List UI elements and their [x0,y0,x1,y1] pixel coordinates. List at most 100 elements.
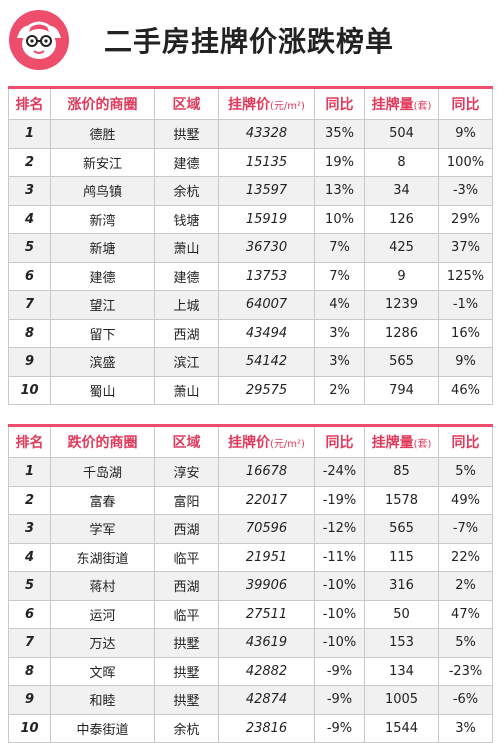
listing-volume-cell: 1578 [364,485,439,515]
listing-price-cell: 36730 [218,233,315,263]
listing-price-cell: 15919 [218,204,315,234]
table-row: 2 富春 富阳 22017 -19% 1578 49% [8,485,493,515]
rank-cell: 10 [8,375,51,405]
rank-cell: 5 [8,233,51,263]
area-name-cell: 富春 [50,485,155,515]
district-cell: 拱墅 [154,119,219,149]
listing-price-cell: 43494 [218,318,315,348]
header-volume: 挂牌量(套) [364,86,439,120]
district-cell: 萧山 [154,233,219,263]
listing-volume-cell: 50 [364,599,439,629]
volume-yoy-cell: 125% [438,261,493,291]
listing-price-cell: 43328 [218,119,315,149]
price-yoy-cell: 10% [314,204,365,234]
price-fall-table: 排名 跌价的商圈 区域 挂牌价(元/m²) 同比 挂牌量(套) 同比 1 千岛湖淳… [8,424,493,743]
volume-yoy-cell: 46% [438,375,493,405]
header-name: 跌价的商圈 [50,424,155,458]
district-cell: 临平 [154,599,219,629]
rank-cell: 2 [8,485,51,515]
table-row: 8 文晖 拱墅 42882 -9% 134 -23% [8,656,493,686]
area-name-cell: 新安江 [50,147,155,177]
price-yoy-cell: -9% [314,685,365,715]
header-yoy-price: 同比 [314,424,365,458]
header-rank: 排名 [8,86,51,120]
header-price-label: 挂牌价 [228,435,271,451]
table-row: 5 新塘 萧山 36730 7% 425 37% [8,233,493,263]
listing-price-cell: 54142 [218,347,315,377]
table-row: 6 运河 临平 27511 -10% 50 47% [8,599,493,629]
district-cell: 拱墅 [154,656,219,686]
volume-yoy-cell: 5% [438,628,493,658]
rank-cell: 6 [8,261,51,291]
volume-yoy-cell: 9% [438,347,493,377]
area-name-cell: 和睦 [50,685,155,715]
listing-price-cell: 13753 [218,261,315,291]
listing-volume-cell: 565 [364,514,439,544]
area-name-cell: 中泰街道 [50,713,155,743]
header-price: 挂牌价(元/m²) [218,424,315,458]
area-name-cell: 望江 [50,290,155,320]
volume-yoy-cell: 37% [438,233,493,263]
rank-cell: 3 [8,514,51,544]
table-header-row: 排名 跌价的商圈 区域 挂牌价(元/m²) 同比 挂牌量(套) 同比 [8,424,493,458]
district-cell: 西湖 [154,571,219,601]
table-row: 4 新湾 钱塘 15919 10% 126 29% [8,204,493,234]
header-volume-label: 挂牌量 [371,435,414,451]
table-row: 7 望江 上城 64007 4% 1239 -1% [8,290,493,320]
header-rank: 排名 [8,424,51,458]
volume-yoy-cell: 49% [438,485,493,515]
volume-yoy-cell: 3% [438,713,493,743]
district-cell: 西湖 [154,514,219,544]
area-name-cell: 学军 [50,514,155,544]
listing-volume-cell: 115 [364,542,439,572]
header-price: 挂牌价(元/m²) [218,86,315,120]
price-yoy-cell: 35% [314,119,365,149]
price-yoy-cell: 2% [314,375,365,405]
rank-cell: 6 [8,599,51,629]
listing-volume-cell: 126 [364,204,439,234]
header-volume: 挂牌量(套) [364,424,439,458]
district-cell: 建德 [154,147,219,177]
volume-yoy-cell: 2% [438,571,493,601]
volume-yoy-cell: -6% [438,685,493,715]
district-cell: 建德 [154,261,219,291]
area-name-cell: 千岛湖 [50,457,155,487]
volume-yoy-cell: 22% [438,542,493,572]
area-name-cell: 蒋村 [50,571,155,601]
header-volume-label: 挂牌量 [371,97,414,113]
price-yoy-cell: -10% [314,571,365,601]
price-yoy-cell: 3% [314,318,365,348]
listing-volume-cell: 85 [364,457,439,487]
rank-cell: 1 [8,457,51,487]
table-row: 10 蜀山 萧山 29575 2% 794 46% [8,375,493,405]
district-cell: 上城 [154,290,219,320]
rank-cell: 3 [8,176,51,206]
listing-price-cell: 21951 [218,542,315,572]
listing-price-cell: 42882 [218,656,315,686]
price-yoy-cell: 7% [314,261,365,291]
area-name-cell: 新湾 [50,204,155,234]
table-row: 3 学军 西湖 70596 -12% 565 -7% [8,514,493,544]
rank-cell: 7 [8,290,51,320]
volume-yoy-cell: -1% [438,290,493,320]
table-row: 10 中泰街道 余杭 23816 -9% 1544 3% [8,713,493,743]
listing-volume-cell: 1544 [364,713,439,743]
volume-yoy-cell: 5% [438,457,493,487]
rank-cell: 2 [8,147,51,177]
area-name-cell: 东湖街道 [50,542,155,572]
rank-cell: 9 [8,347,51,377]
volume-yoy-cell: 100% [438,147,493,177]
rank-cell: 10 [8,713,51,743]
listing-volume-cell: 425 [364,233,439,263]
table-row: 9 滨盛 滨江 54142 3% 565 9% [8,347,493,377]
price-yoy-cell: 7% [314,233,365,263]
header-name: 涨价的商圈 [50,86,155,120]
district-cell: 滨江 [154,347,219,377]
table-row: 7 万达 拱墅 43619 -10% 153 5% [8,628,493,658]
district-cell: 余杭 [154,713,219,743]
table-row: 1 德胜 拱墅 43328 35% 504 9% [8,119,493,149]
listing-price-cell: 15135 [218,147,315,177]
volume-yoy-cell: -3% [438,176,493,206]
table-row: 8 留下 西湖 43494 3% 1286 16% [8,318,493,348]
area-name-cell: 鸬鸟镇 [50,176,155,206]
